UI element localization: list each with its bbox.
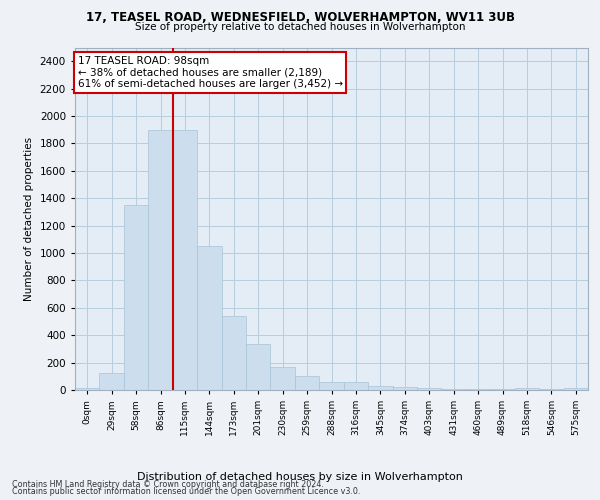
Text: Contains public sector information licensed under the Open Government Licence v3: Contains public sector information licen… [12,487,361,496]
Bar [100,373,124,390]
Text: Size of property relative to detached houses in Wolverhampton: Size of property relative to detached ho… [135,22,465,32]
Bar [75,388,100,390]
Bar [442,388,466,390]
Bar [148,130,173,390]
Bar [124,205,148,390]
Bar [295,376,319,390]
Bar [563,388,588,390]
Bar [344,382,368,390]
Bar [368,386,392,390]
Bar [197,246,221,390]
Bar [271,366,295,390]
Bar [221,316,246,390]
Bar [319,382,344,390]
Bar [173,130,197,390]
Bar [515,388,539,390]
Bar [392,388,417,390]
Text: Contains HM Land Registry data © Crown copyright and database right 2024.: Contains HM Land Registry data © Crown c… [12,480,324,489]
Text: Distribution of detached houses by size in Wolverhampton: Distribution of detached houses by size … [137,472,463,482]
Bar [246,344,271,390]
Y-axis label: Number of detached properties: Number of detached properties [24,136,34,301]
Bar [417,388,442,390]
Text: 17 TEASEL ROAD: 98sqm
← 38% of detached houses are smaller (2,189)
61% of semi-d: 17 TEASEL ROAD: 98sqm ← 38% of detached … [77,56,343,90]
Text: 17, TEASEL ROAD, WEDNESFIELD, WOLVERHAMPTON, WV11 3UB: 17, TEASEL ROAD, WEDNESFIELD, WOLVERHAMP… [86,11,515,24]
